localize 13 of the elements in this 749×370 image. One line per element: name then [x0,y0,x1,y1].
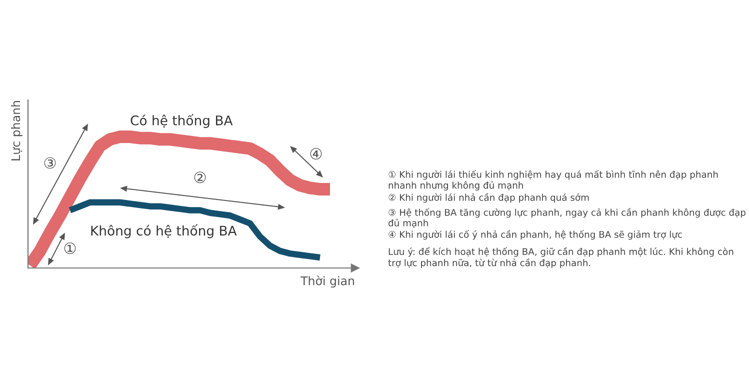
x-axis-title: Thời gian [300,276,354,288]
y-axis-title: Lực phanh [11,101,22,160]
annotation: ② [194,172,206,184]
text: ③ Hệ thống BA tăng cường lực phanh, ngay cả khi cần phanh không được đạp đủ mạnh [388,208,746,228]
annotation: ③ [44,157,56,169]
series-label: Có hệ thống BA [130,114,233,128]
text: ① Khi người lái thiếu kinh nghiệm hay quá mất bình tĩnh nên đạp phanh nhanh nhưng không đủ mạnh [388,170,718,190]
text: ② Khi người lái nhả cần đạp phanh quá sớm [388,193,589,203]
annotation: ① [64,242,76,254]
series-label: Không có hệ thống BA [91,224,237,238]
annotation: ④ [310,148,322,160]
text: Lưu ý: để kích hoạt hệ thống BA, giữ cần đạp phanh một lúc. Khi không còn trợ lực phanh nữa, từ từ nhả cần đạp phanh. [388,247,734,268]
text: ④ Khi người lái cố ý nhả cần phanh, hệ thống BA sẽ giảm trợ lực [388,230,682,240]
